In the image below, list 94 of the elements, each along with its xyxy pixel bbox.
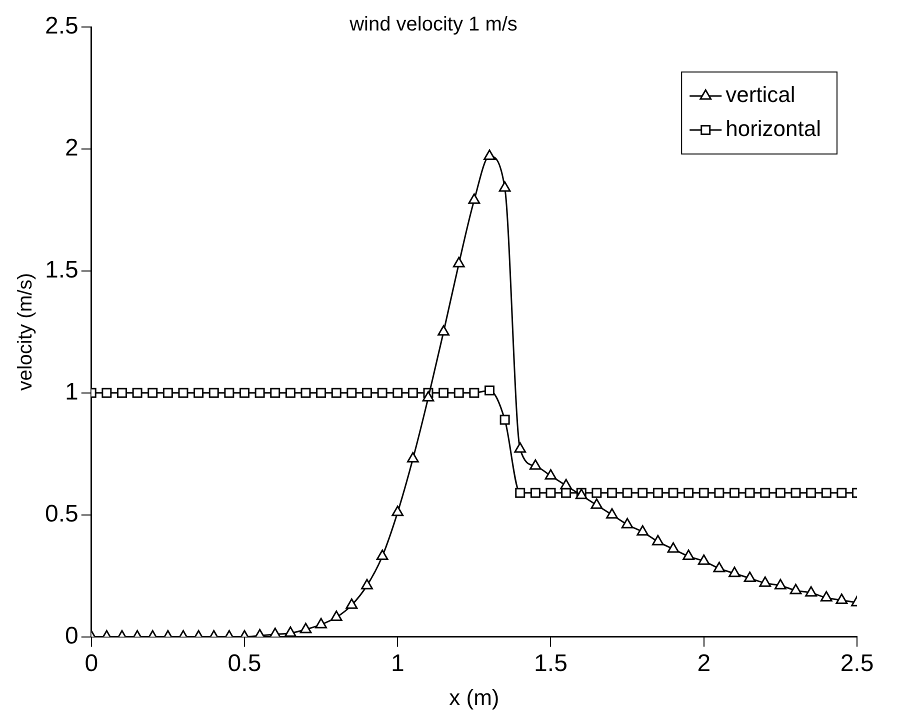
- x-tick-label: 0: [84, 650, 98, 677]
- point: [529, 459, 542, 470]
- point: [790, 488, 801, 498]
- point: [500, 414, 510, 425]
- point: [408, 388, 418, 398]
- point: [790, 584, 802, 594]
- point: [316, 388, 326, 398]
- point: [775, 488, 786, 498]
- point: [514, 442, 526, 453]
- y-tick-label: 1.5: [44, 256, 78, 284]
- point: [546, 488, 556, 498]
- point: [744, 488, 755, 498]
- y-tick-label: 0.5: [44, 500, 78, 528]
- point: [330, 610, 342, 622]
- point: [607, 488, 617, 498]
- point: [806, 488, 816, 498]
- chart-title: wind velocity 1 m/s: [348, 14, 518, 36]
- point: [560, 478, 572, 490]
- y-tick-label: 2.5: [44, 12, 78, 40]
- point: [484, 385, 494, 396]
- y-tick-label: 2: [65, 134, 78, 162]
- point: [805, 586, 818, 597]
- y-axis-title: velocity (m/s): [14, 273, 37, 391]
- point: [392, 506, 404, 516]
- point: [667, 542, 680, 553]
- point: [102, 388, 112, 398]
- point: [592, 488, 602, 498]
- point: [774, 578, 786, 590]
- point: [698, 488, 709, 498]
- legend-label: horizontal: [726, 116, 821, 142]
- point: [178, 388, 188, 398]
- point: [638, 488, 648, 498]
- point: [454, 388, 464, 398]
- point: [132, 388, 142, 398]
- x-tick-label: 1: [390, 650, 404, 677]
- point: [469, 388, 480, 398]
- point: [346, 598, 358, 609]
- point: [346, 388, 357, 398]
- legend-label: vertical: [726, 82, 796, 108]
- point: [759, 576, 772, 587]
- x-tick-label: 2.5: [840, 650, 874, 677]
- point: [728, 566, 740, 578]
- point: [162, 388, 173, 398]
- point: [836, 593, 848, 604]
- point: [713, 562, 726, 572]
- x-axis-title: x (m): [449, 684, 500, 710]
- point: [376, 550, 388, 560]
- point: [284, 626, 296, 637]
- point: [240, 388, 250, 398]
- point: [377, 388, 388, 398]
- point: [224, 388, 234, 398]
- point: [622, 488, 632, 498]
- point: [285, 388, 296, 398]
- point: [148, 388, 158, 398]
- point: [331, 388, 342, 398]
- point: [116, 388, 127, 398]
- point: [530, 488, 540, 498]
- point: [544, 469, 557, 480]
- point: [682, 550, 695, 560]
- point: [760, 488, 770, 498]
- point: [590, 498, 603, 509]
- point: [315, 618, 327, 628]
- point: [714, 488, 724, 498]
- point: [652, 534, 664, 546]
- point: [621, 518, 634, 528]
- point: [836, 488, 847, 498]
- point: [270, 388, 280, 398]
- point: [438, 388, 449, 398]
- point: [422, 391, 434, 402]
- point: [744, 572, 756, 582]
- point: [821, 488, 832, 498]
- y-tick-label: 1: [65, 378, 78, 406]
- point: [254, 388, 265, 398]
- point: [668, 488, 678, 498]
- point: [636, 525, 649, 536]
- point: [194, 388, 204, 398]
- point: [300, 622, 312, 634]
- point: [820, 591, 832, 602]
- x-tick-label: 0.5: [228, 650, 262, 677]
- y-tick-label: 0: [65, 622, 78, 650]
- point: [652, 488, 663, 498]
- x-tick-label: 2: [697, 650, 711, 677]
- point: [392, 388, 403, 398]
- point: [698, 554, 710, 565]
- point: [684, 488, 694, 498]
- point: [515, 488, 526, 498]
- point: [361, 578, 373, 590]
- point: [730, 488, 740, 498]
- point: [606, 508, 618, 519]
- x-tick-label: 1.5: [534, 650, 568, 677]
- point: [300, 388, 311, 398]
- point: [208, 388, 219, 398]
- point: [406, 452, 419, 462]
- point: [362, 388, 372, 398]
